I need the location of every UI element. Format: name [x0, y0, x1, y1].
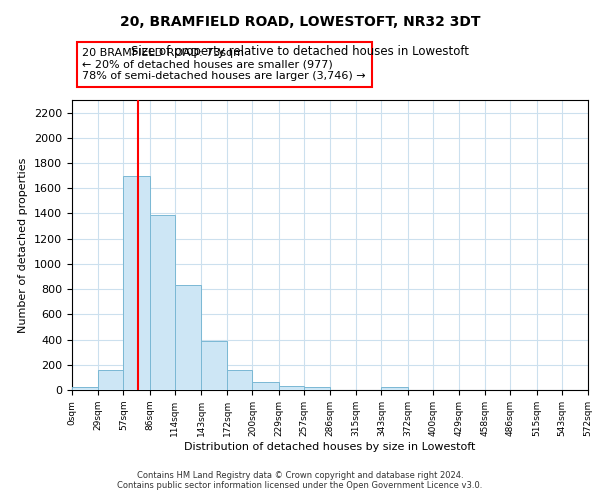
Text: Size of property relative to detached houses in Lowestoft: Size of property relative to detached ho… [131, 45, 469, 58]
Bar [175, 286, 201, 390]
Text: 20, BRAMFIELD ROAD, LOWESTOFT, NR32 3DT: 20, BRAMFIELD ROAD, LOWESTOFT, NR32 3DT [120, 15, 480, 29]
Text: Distribution of detached houses by size in Lowestoft: Distribution of detached houses by size … [184, 442, 476, 452]
Bar [124, 176, 149, 390]
Text: 20 BRAMFIELD ROAD: 73sqm
← 20% of detached houses are smaller (977)
78% of semi-: 20 BRAMFIELD ROAD: 73sqm ← 20% of detach… [82, 48, 366, 81]
Text: Contains HM Land Registry data © Crown copyright and database right 2024.
Contai: Contains HM Land Registry data © Crown c… [118, 470, 482, 490]
Y-axis label: Number of detached properties: Number of detached properties [19, 158, 28, 332]
Bar [278, 386, 304, 390]
Bar [227, 370, 253, 390]
Bar [201, 342, 227, 390]
Bar [253, 382, 278, 390]
Bar [382, 388, 407, 390]
Bar [149, 214, 175, 390]
Bar [304, 388, 330, 390]
Bar [72, 388, 98, 390]
Bar [98, 370, 124, 390]
